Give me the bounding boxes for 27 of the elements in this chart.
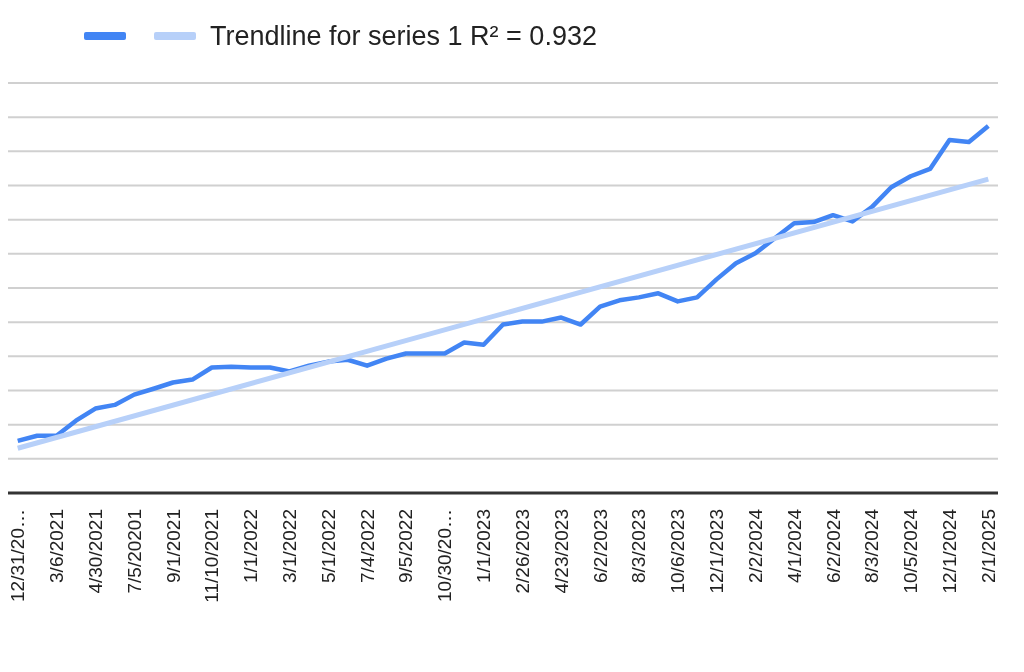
x-tick-label: 8/3/2023 bbox=[628, 509, 650, 583]
x-tick-label: 10/5/2024 bbox=[900, 508, 922, 594]
x-tick-label: 12/31/20… bbox=[7, 509, 29, 602]
x-tick-label: 9/5/2022 bbox=[395, 509, 417, 583]
x-tick-label: 4/1/2024 bbox=[783, 508, 805, 583]
x-tick-label: 7/4/2022 bbox=[356, 509, 378, 583]
x-tick-label: 4/23/2023 bbox=[550, 509, 572, 594]
x-tick-label: 4/30/2021 bbox=[84, 509, 106, 594]
x-tick-label: 10/6/2023 bbox=[667, 509, 689, 594]
x-tick-label: 10/30/20… bbox=[434, 509, 456, 602]
x-tick-label: 12/1/2024 bbox=[938, 508, 960, 594]
x-tick-label: 2/2/2024 bbox=[744, 508, 766, 583]
x-tick-label: 2/1/2025 bbox=[977, 509, 999, 583]
x-tick-label: 1/1/2022 bbox=[240, 509, 262, 583]
x-tick-label: 5/1/2022 bbox=[317, 509, 339, 583]
x-tick-label: 9/1/2021 bbox=[162, 509, 184, 583]
x-tick-label: 3/1/2022 bbox=[278, 509, 300, 583]
x-tick-label: 6/2/2024 bbox=[822, 508, 844, 583]
x-tick-label: 7/5/20201 bbox=[123, 509, 145, 594]
x-tick-label: 6/2/2023 bbox=[589, 509, 611, 583]
x-tick-label: 2/26/2023 bbox=[511, 509, 533, 594]
x-tick-label: 11/10/2021 bbox=[201, 509, 223, 603]
x-tick-label: 8/3/2024 bbox=[861, 508, 883, 583]
legend-label: Trendline for series 1 R² = 0.932 bbox=[210, 20, 597, 52]
x-tick-label: 12/1/2023 bbox=[706, 509, 728, 594]
x-tick-label: 1/1/2023 bbox=[473, 509, 495, 583]
x-tick-label: 3/6/2021 bbox=[46, 509, 68, 583]
